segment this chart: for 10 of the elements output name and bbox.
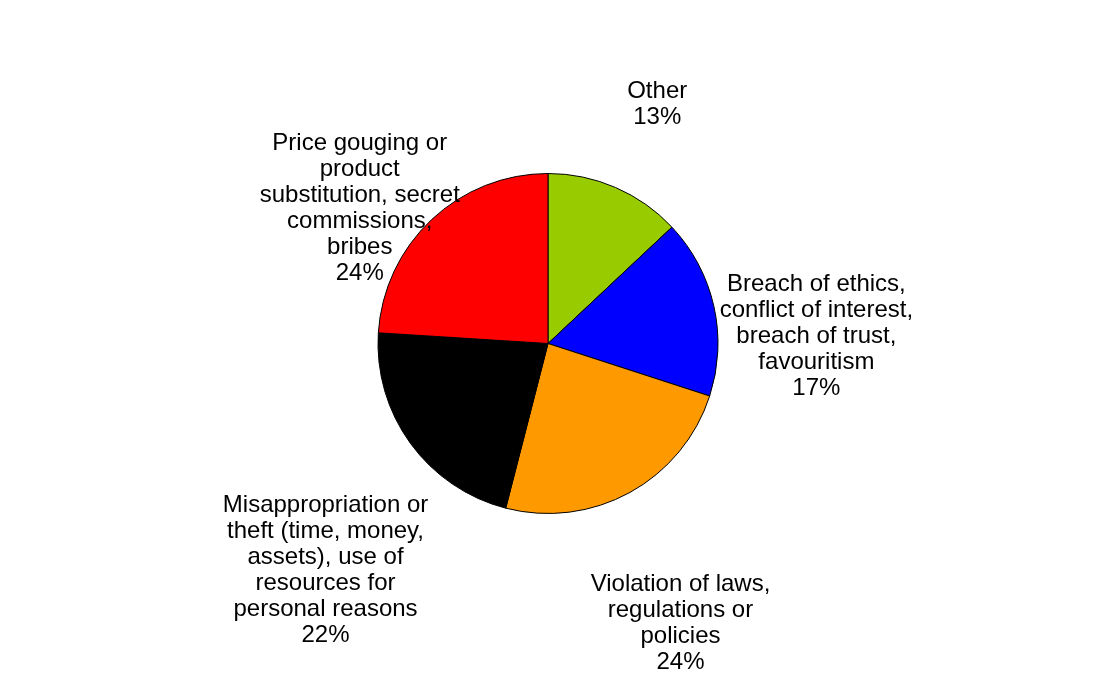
slice-label: Price gouging or product substitution, secret commissions, bribes <box>259 128 461 260</box>
data-label: 24% <box>335 258 384 286</box>
data-label: 22% <box>301 620 350 648</box>
slice-label: Other <box>627 76 688 104</box>
data-label: 17% <box>792 372 841 400</box>
data-label: 13% <box>633 102 682 130</box>
slice-label: Misappropriation or theft (time, money, assets), use of resources for personal reasons <box>222 490 429 622</box>
data-label: 24% <box>656 647 705 675</box>
slice-label: Violation of laws, regulations or policies <box>590 569 771 649</box>
slice-label: Breach of ethics, conflict of interest, breach of trust, favouritism <box>719 268 914 374</box>
